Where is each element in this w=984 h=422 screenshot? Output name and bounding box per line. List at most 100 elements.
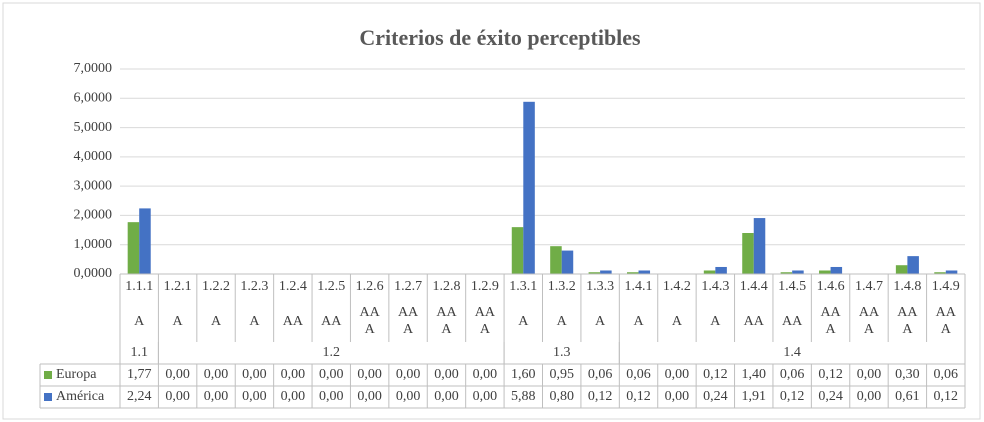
x-tick-label: 1.4.8: [893, 279, 921, 294]
level-cell: AAA: [474, 305, 495, 337]
value-label: 2,24: [127, 389, 152, 404]
value-label: 0,12: [818, 367, 843, 382]
value-label: 0,12: [703, 367, 728, 382]
legend-key: [44, 393, 52, 401]
x-tick-label: 1.3.3: [586, 279, 614, 294]
value-label: 0,30: [895, 367, 920, 382]
bar: [819, 270, 831, 274]
x-tick-label: 1.3.1: [509, 279, 537, 294]
level-wrap: A: [581, 300, 619, 342]
value-label: 0,00: [857, 367, 882, 382]
level-wrap: AAA: [427, 300, 465, 342]
level-wrap: AA: [312, 300, 350, 342]
level-wrap: AAA: [811, 300, 849, 342]
value-label: 0,95: [549, 367, 574, 382]
value-label: 0,00: [319, 367, 344, 382]
level-label: A: [633, 313, 644, 329]
level-label: A: [710, 313, 721, 329]
value-label: 5,88: [511, 389, 536, 404]
x-tick-label: 1.4.5: [778, 279, 806, 294]
bar: [523, 101, 535, 274]
value-label: 0,00: [357, 389, 382, 404]
level-label: AAA: [935, 305, 956, 337]
y-tick-label: 3,0000: [74, 178, 113, 193]
x-tick-label: 1.4.1: [625, 279, 653, 294]
level-cell: A: [518, 314, 528, 329]
level-label: AAA: [820, 305, 841, 337]
x-tick-label: 1.2.2: [202, 279, 230, 294]
level-wrap: AA: [773, 300, 811, 342]
bar: [830, 266, 843, 274]
level-label: AAA: [474, 305, 495, 337]
bar: [753, 218, 766, 274]
value-label: 0,12: [626, 389, 651, 404]
value-label: 0,00: [665, 389, 690, 404]
chart-title: Criterios de éxito perceptibles: [359, 25, 641, 50]
value-label: 0,24: [703, 389, 728, 404]
level-label: AAA: [436, 305, 457, 337]
value-label: 1,40: [742, 367, 767, 382]
group-label: 1.1: [130, 345, 148, 360]
group-label: 1.4: [783, 345, 801, 360]
x-tick-label: 1.2.4: [279, 279, 307, 294]
y-tick-label: 5,0000: [74, 120, 113, 135]
level-cell: A: [658, 300, 696, 342]
level-cell: A: [211, 314, 221, 329]
value-label: 0,00: [281, 389, 306, 404]
x-tick-label: 1.2.5: [317, 279, 345, 294]
value-label: 0,61: [895, 389, 920, 404]
level-cell: AA: [735, 300, 773, 342]
value-label: 0,06: [626, 367, 651, 382]
x-tick-label: 1.2.8: [432, 279, 460, 294]
value-label: 1,77: [127, 367, 152, 382]
level-label: AAA: [897, 305, 918, 337]
group-label: 1.2: [323, 345, 341, 360]
value-label: 0,06: [588, 367, 613, 382]
level-label: AAA: [858, 305, 880, 337]
group-label: 1.3: [553, 345, 571, 360]
level-wrap: A: [120, 300, 158, 342]
x-tick-label: 1.3.2: [548, 279, 576, 294]
level-wrap: AAA: [350, 300, 388, 342]
level-cell: AA: [773, 300, 811, 342]
bar: [139, 208, 151, 274]
level-wrap: AAA: [888, 300, 926, 342]
x-tick-label: 1.1.1: [125, 279, 153, 294]
value-label: 0,00: [165, 389, 190, 404]
value-label: 0,00: [396, 367, 421, 382]
value-label: 0,80: [549, 389, 574, 404]
legend-label: Europa: [56, 367, 97, 382]
level-label: AA: [321, 313, 342, 329]
level-cell: A: [619, 300, 657, 342]
x-tick-label: 1.4.3: [701, 279, 729, 294]
bar: [703, 270, 716, 274]
bar: [588, 272, 601, 274]
level-cell: A: [543, 300, 581, 342]
bar: [600, 270, 612, 274]
level-wrap: AAA: [389, 300, 427, 342]
level-wrap: A: [619, 300, 657, 342]
value-label: 0,12: [934, 389, 959, 404]
level-wrap: A: [658, 300, 696, 342]
value-label: 0,00: [434, 367, 459, 382]
level-cell: AAA: [811, 300, 849, 342]
level-label: AA: [743, 313, 764, 329]
bar: [561, 250, 574, 274]
level-cell: AAA: [350, 300, 388, 342]
bar: [792, 270, 804, 274]
level-wrap: AA: [274, 300, 312, 342]
value-label: 0,00: [473, 367, 498, 382]
level-wrap: A: [543, 300, 581, 342]
bar: [511, 227, 524, 274]
bar: [638, 270, 651, 274]
x-tick-label: 1.2.6: [356, 279, 384, 294]
level-wrap: AA: [735, 300, 773, 342]
level-cell: AAA: [888, 300, 926, 342]
x-tick-label: 1.4.6: [817, 279, 845, 294]
bar: [742, 233, 754, 274]
level-label: AAA: [397, 305, 419, 337]
level-wrap: A: [235, 300, 273, 342]
level-wrap: AAA: [850, 300, 888, 342]
value-label: 0,12: [588, 389, 613, 404]
x-tick-label: 1.4.7: [855, 279, 883, 294]
